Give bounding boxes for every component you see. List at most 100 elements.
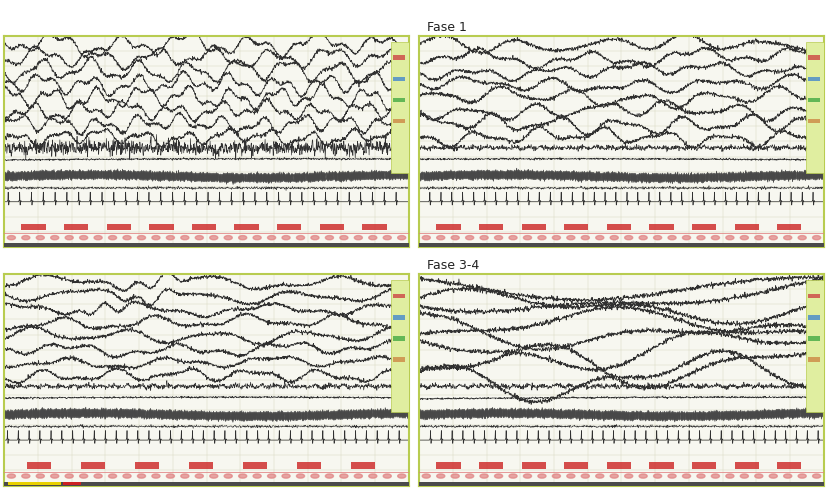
Circle shape bbox=[166, 474, 174, 478]
Bar bbox=[64, 224, 88, 231]
Bar bbox=[691, 224, 715, 231]
Bar bbox=[27, 462, 51, 468]
Circle shape bbox=[195, 236, 203, 240]
Bar bbox=[436, 462, 460, 468]
Circle shape bbox=[552, 236, 560, 240]
Bar bbox=[806, 120, 819, 124]
Bar bbox=[242, 462, 267, 468]
Bar bbox=[606, 224, 630, 231]
Bar bbox=[234, 224, 258, 231]
Circle shape bbox=[782, 236, 791, 240]
Circle shape bbox=[368, 236, 376, 240]
Circle shape bbox=[65, 236, 73, 240]
Circle shape bbox=[253, 236, 261, 240]
Bar bbox=[392, 358, 404, 362]
Bar bbox=[392, 99, 404, 103]
Circle shape bbox=[282, 236, 289, 240]
Bar bbox=[418, 482, 823, 486]
Bar bbox=[189, 462, 213, 468]
Circle shape bbox=[768, 236, 777, 240]
Circle shape bbox=[311, 236, 318, 240]
Circle shape bbox=[754, 236, 762, 240]
Circle shape bbox=[581, 474, 589, 478]
Bar bbox=[362, 224, 386, 231]
Bar bbox=[192, 224, 216, 231]
Bar bbox=[297, 462, 321, 468]
Circle shape bbox=[36, 474, 45, 478]
Circle shape bbox=[595, 474, 603, 478]
Circle shape bbox=[538, 236, 545, 240]
Circle shape bbox=[465, 474, 473, 478]
Circle shape bbox=[768, 474, 777, 478]
Circle shape bbox=[566, 236, 574, 240]
Circle shape bbox=[224, 236, 232, 240]
Circle shape bbox=[638, 236, 647, 240]
Bar bbox=[563, 462, 588, 468]
Text: Fase 3-4: Fase 3-4 bbox=[427, 259, 479, 272]
Bar bbox=[478, 462, 503, 468]
Circle shape bbox=[523, 474, 531, 478]
Circle shape bbox=[494, 474, 502, 478]
Bar bbox=[436, 224, 460, 231]
Bar bbox=[521, 224, 545, 231]
Circle shape bbox=[725, 474, 733, 478]
Circle shape bbox=[436, 236, 444, 240]
Circle shape bbox=[624, 236, 632, 240]
Circle shape bbox=[108, 474, 117, 478]
Circle shape bbox=[151, 236, 160, 240]
Circle shape bbox=[267, 236, 275, 240]
Bar bbox=[734, 224, 758, 231]
Circle shape bbox=[209, 474, 218, 478]
Bar bbox=[777, 224, 801, 231]
Bar bbox=[81, 462, 105, 468]
Circle shape bbox=[339, 474, 347, 478]
Circle shape bbox=[681, 236, 690, 240]
Bar bbox=[691, 462, 715, 468]
Circle shape bbox=[552, 474, 560, 478]
Circle shape bbox=[480, 474, 488, 478]
Bar bbox=[806, 358, 819, 362]
Circle shape bbox=[22, 236, 30, 240]
Circle shape bbox=[368, 474, 376, 478]
Circle shape bbox=[581, 236, 589, 240]
Circle shape bbox=[108, 236, 117, 240]
Circle shape bbox=[667, 236, 676, 240]
Bar bbox=[4, 482, 409, 486]
Circle shape bbox=[494, 236, 502, 240]
Circle shape bbox=[480, 236, 488, 240]
Circle shape bbox=[325, 236, 333, 240]
Circle shape bbox=[422, 236, 430, 240]
Circle shape bbox=[739, 474, 748, 478]
Bar bbox=[648, 224, 673, 231]
Circle shape bbox=[595, 236, 603, 240]
Circle shape bbox=[238, 474, 246, 478]
Circle shape bbox=[710, 236, 719, 240]
Circle shape bbox=[137, 474, 146, 478]
Circle shape bbox=[797, 236, 805, 240]
Circle shape bbox=[538, 474, 545, 478]
Circle shape bbox=[451, 236, 459, 240]
Circle shape bbox=[696, 236, 704, 240]
Circle shape bbox=[422, 474, 430, 478]
Bar bbox=[392, 294, 404, 299]
Bar bbox=[8, 482, 60, 485]
Circle shape bbox=[123, 236, 131, 240]
Circle shape bbox=[609, 236, 618, 240]
Bar bbox=[277, 224, 301, 231]
Circle shape bbox=[609, 474, 618, 478]
Bar bbox=[418, 244, 823, 248]
Circle shape bbox=[137, 236, 146, 240]
Circle shape bbox=[65, 474, 73, 478]
Circle shape bbox=[696, 474, 704, 478]
Circle shape bbox=[797, 474, 805, 478]
Circle shape bbox=[238, 236, 246, 240]
Circle shape bbox=[811, 474, 820, 478]
Circle shape bbox=[94, 236, 102, 240]
Circle shape bbox=[754, 474, 762, 478]
Circle shape bbox=[282, 474, 289, 478]
Circle shape bbox=[151, 474, 160, 478]
Circle shape bbox=[166, 236, 174, 240]
Circle shape bbox=[224, 474, 232, 478]
Circle shape bbox=[397, 474, 405, 478]
Circle shape bbox=[79, 236, 88, 240]
